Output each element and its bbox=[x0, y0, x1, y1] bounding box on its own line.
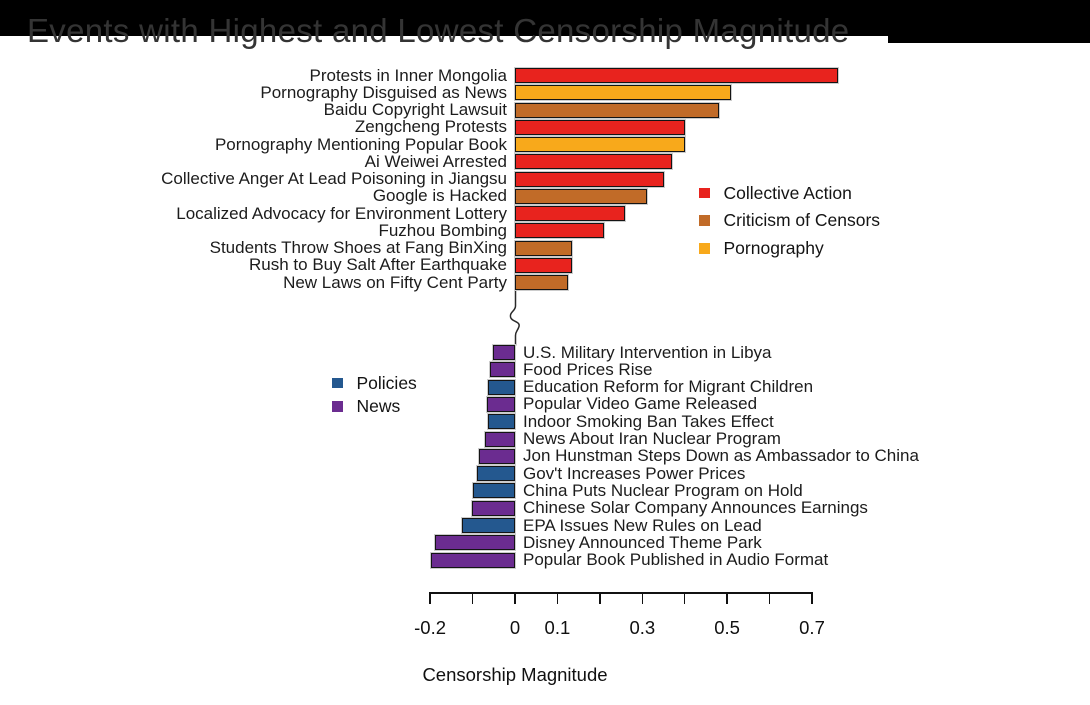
bar-label: Food Prices Rise bbox=[523, 359, 653, 379]
bar-label: Disney Announced Theme Park bbox=[523, 532, 762, 552]
bar-label: Jon Hunstman Steps Down as Ambassador to… bbox=[523, 446, 919, 466]
top-black-banner-right-extension bbox=[888, 0, 1090, 43]
legend-label: Policies bbox=[356, 372, 417, 393]
bar-label: Localized Advocacy for Environment Lotte… bbox=[176, 203, 507, 223]
axis-tick-label: -0.2 bbox=[414, 617, 447, 638]
bar bbox=[431, 552, 515, 568]
axis-tick bbox=[429, 592, 431, 604]
axis-tick-label: 0.1 bbox=[544, 617, 571, 638]
axis-tick bbox=[811, 592, 813, 604]
bar-label: Popular Video Game Released bbox=[523, 394, 758, 414]
bar bbox=[515, 240, 572, 256]
bar bbox=[478, 448, 515, 464]
bar-label: Indoor Smoking Ban Takes Effect bbox=[523, 411, 774, 431]
chart-title: Events with Highest and Lowest Censorshi… bbox=[27, 12, 850, 49]
bar bbox=[515, 188, 647, 204]
bar bbox=[515, 206, 626, 221]
legend-item: Pornography bbox=[699, 237, 824, 259]
bar bbox=[515, 257, 572, 273]
bar-label: News About Iran Nuclear Program bbox=[523, 429, 781, 448]
bar bbox=[492, 345, 515, 360]
bar bbox=[515, 102, 719, 118]
bar-label: Popular Book Published in Audio Format bbox=[523, 550, 829, 570]
axis-tick bbox=[641, 592, 644, 604]
bar-label: New Laws on Fifty Cent Party bbox=[283, 272, 507, 292]
legend-swatch-icon bbox=[332, 377, 343, 389]
legend-label: Collective Action bbox=[723, 182, 852, 203]
x-axis-title: Censorship Magnitude bbox=[422, 664, 608, 685]
bar bbox=[487, 396, 515, 412]
legend-item: Criticism of Censors bbox=[699, 210, 880, 232]
bar bbox=[487, 414, 515, 430]
bar bbox=[490, 362, 515, 378]
legend-item: Policies bbox=[332, 372, 417, 394]
legend-swatch-icon bbox=[699, 215, 710, 226]
legend-swatch-icon bbox=[699, 243, 710, 254]
bar bbox=[473, 483, 515, 499]
legend-swatch-icon bbox=[699, 187, 710, 199]
legend-swatch-icon bbox=[332, 401, 343, 412]
legend-label: Pornography bbox=[723, 237, 824, 258]
bar-label: China Puts Nuclear Program on Hold bbox=[523, 480, 803, 500]
bar-label: U.S. Military Intervention in Libya bbox=[523, 342, 772, 362]
axis-tick bbox=[768, 592, 771, 604]
axis-tick bbox=[683, 592, 686, 604]
axis-tick-label: 0.5 bbox=[714, 617, 740, 638]
bar bbox=[515, 68, 838, 83]
x-axis-line bbox=[430, 592, 813, 594]
legend-label: News bbox=[356, 396, 401, 417]
legend-item: News bbox=[332, 396, 400, 418]
bar bbox=[487, 379, 515, 395]
bar bbox=[434, 535, 515, 551]
bar-label: Google is Hacked bbox=[372, 186, 507, 206]
axis-break-squiggle bbox=[509, 288, 520, 346]
legend-label: Criticism of Censors bbox=[723, 210, 881, 231]
bar bbox=[515, 171, 664, 187]
axis-tick-label: 0.7 bbox=[799, 617, 825, 638]
bar-label: Education Reform for Migrant Children bbox=[523, 377, 814, 397]
axis-tick bbox=[726, 592, 728, 604]
bar bbox=[515, 119, 685, 135]
axis-tick bbox=[471, 592, 474, 604]
bar bbox=[477, 466, 515, 482]
axis-tick bbox=[599, 592, 601, 604]
bar bbox=[515, 154, 672, 170]
axis-tick bbox=[556, 592, 559, 604]
axis-tick-label: 0.3 bbox=[629, 617, 656, 638]
bar-label: Protests in Inner Mongolia bbox=[309, 65, 508, 85]
bar-label: Fuzhou Bombing bbox=[378, 220, 507, 240]
bar bbox=[471, 500, 515, 516]
bar-label: Zengcheng Protests bbox=[354, 117, 507, 137]
bar bbox=[515, 85, 732, 101]
bar-label: Rush to Buy Salt After Earthquake bbox=[249, 255, 507, 275]
bar bbox=[484, 431, 515, 447]
bar-label: Ai Weiwei Arrested bbox=[364, 151, 507, 171]
bar bbox=[461, 518, 515, 533]
bar-label: EPA Issues New Rules on Lead bbox=[523, 515, 762, 535]
bar-label: Gov't Increases Power Prices bbox=[523, 463, 746, 483]
bar-label: Baidu Copyright Lawsuit bbox=[323, 100, 507, 119]
bar-label: Pornography Mentioning Popular Book bbox=[214, 134, 507, 154]
legend-item: Collective Action bbox=[699, 182, 852, 204]
bar-label: Students Throw Shoes at Fang BinXing bbox=[209, 238, 507, 257]
bar bbox=[515, 223, 605, 239]
axis-tick-label: 0 bbox=[509, 617, 521, 638]
bar-label: Pornography Disguised as News bbox=[260, 82, 507, 102]
bar bbox=[515, 275, 568, 290]
bar-label: Chinese Solar Company Announces Earnings bbox=[523, 498, 868, 518]
bar bbox=[515, 137, 685, 152]
axis-tick bbox=[514, 592, 516, 604]
bar-label: Collective Anger At Lead Poisoning in Ji… bbox=[161, 169, 507, 188]
